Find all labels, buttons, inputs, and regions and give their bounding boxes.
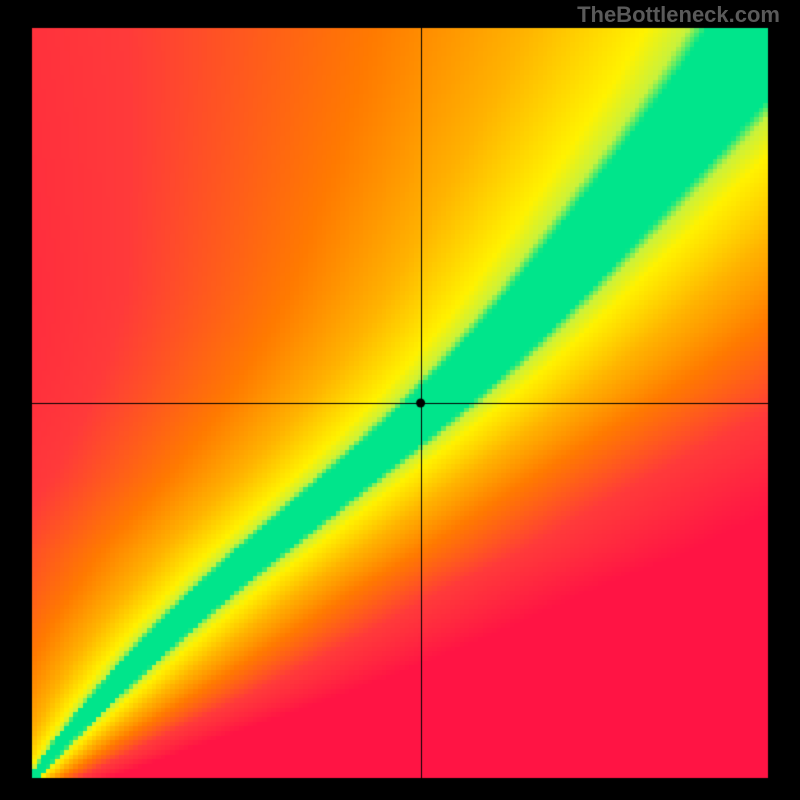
chart-container: TheBottleneck.com	[0, 0, 800, 800]
bottleneck-heatmap	[0, 0, 800, 800]
watermark-text: TheBottleneck.com	[577, 2, 780, 28]
